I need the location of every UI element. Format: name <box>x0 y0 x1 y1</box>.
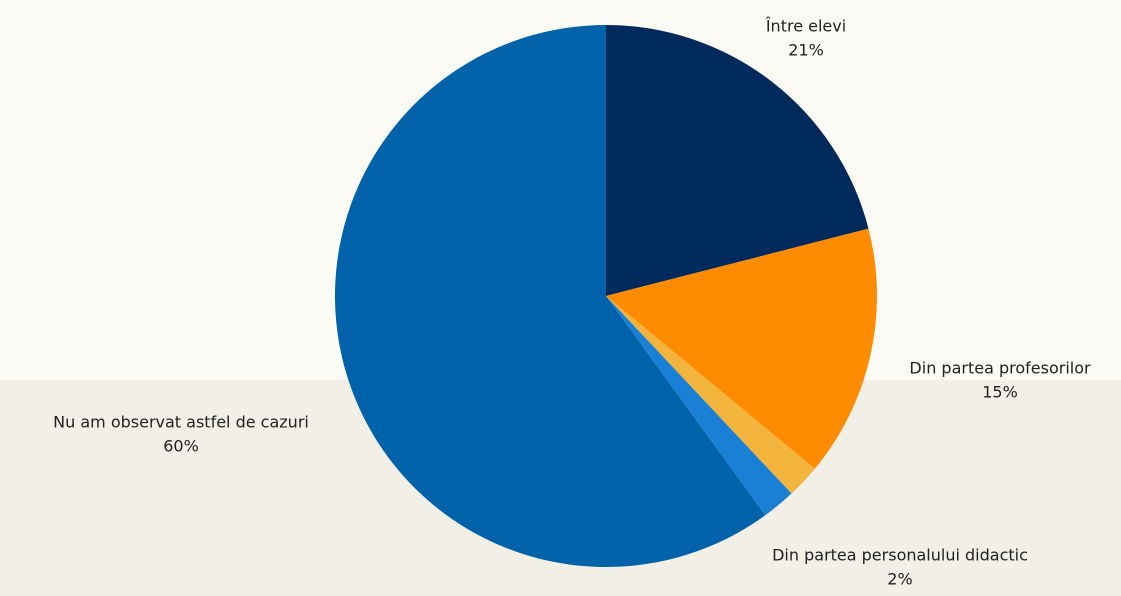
slice-value-label: 15% <box>982 383 1018 402</box>
slice-label: Între elevi <box>765 17 846 36</box>
pie-slice <box>606 25 869 296</box>
slice-value-label: 21% <box>788 41 824 60</box>
slice-value-label: 60% <box>163 437 199 456</box>
slice-label: Din partea personalului didactic <box>772 546 1028 565</box>
pie-slice <box>606 296 792 516</box>
slice-label: Din partea profesorilor <box>909 359 1091 378</box>
slice-label: Nu am observat astfel de cazuri <box>53 413 309 432</box>
pie-slice <box>606 228 877 469</box>
pie-slice <box>606 296 815 494</box>
slice-value-label: 2% <box>887 570 912 589</box>
pie-slice <box>334 25 766 567</box>
